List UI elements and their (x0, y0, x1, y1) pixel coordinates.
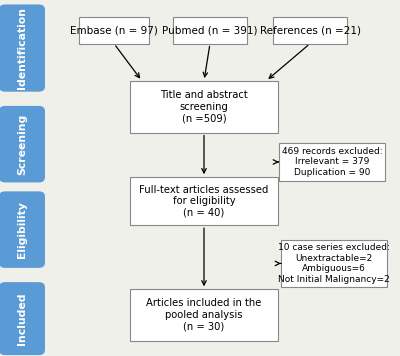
Text: Full-text articles assessed
for eligibility
(n = 40): Full-text articles assessed for eligibil… (139, 184, 269, 218)
Text: 469 records excluded:
Irrelevant = 379
Duplication = 90: 469 records excluded: Irrelevant = 379 D… (282, 147, 382, 177)
Text: References (n =21): References (n =21) (260, 25, 360, 35)
Text: Embase (n = 97): Embase (n = 97) (70, 25, 158, 35)
Text: Screening: Screening (17, 114, 27, 175)
FancyBboxPatch shape (0, 192, 45, 268)
FancyBboxPatch shape (0, 282, 45, 355)
Bar (173, 17, 247, 43)
Text: Articles included in the
pooled analysis
(n = 30): Articles included in the pooled analysis… (146, 298, 262, 332)
Text: Pubmed (n = 391): Pubmed (n = 391) (162, 25, 258, 35)
Bar (130, 289, 278, 341)
Bar (279, 143, 385, 180)
Text: Title and abstract
screening
(n =509): Title and abstract screening (n =509) (160, 90, 248, 124)
FancyBboxPatch shape (0, 5, 45, 92)
Text: 10 case series excluded:
Unextractable=2
Ambiguous=6
Not Initial Malignancy=2: 10 case series excluded: Unextractable=2… (278, 244, 390, 283)
Bar (130, 81, 278, 133)
Text: Identification: Identification (17, 7, 27, 89)
Bar (130, 177, 278, 225)
Text: Eligibility: Eligibility (17, 201, 27, 258)
Bar (79, 17, 149, 43)
Bar (281, 240, 387, 287)
Bar (273, 17, 347, 43)
FancyBboxPatch shape (0, 106, 45, 183)
Text: Included: Included (17, 292, 27, 345)
